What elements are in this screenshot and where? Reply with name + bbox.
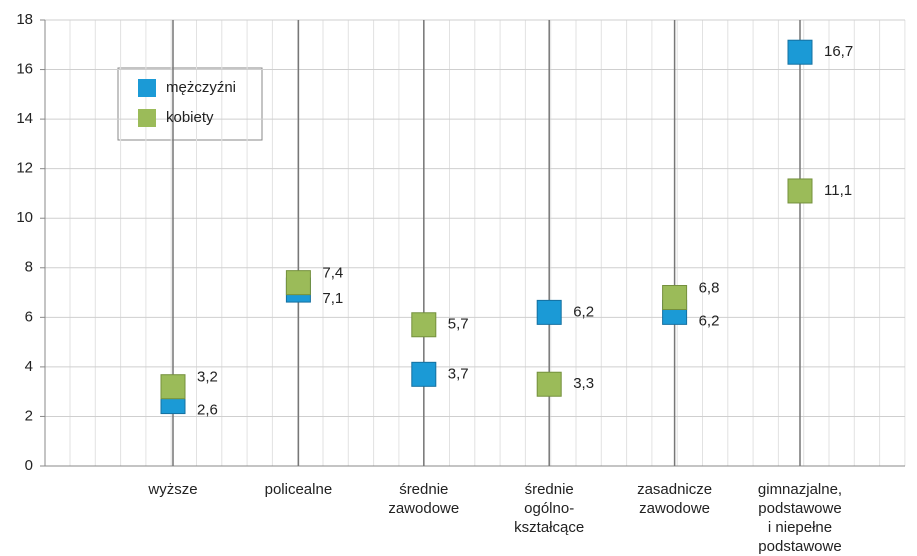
dot xyxy=(411,312,437,338)
y-tick-label: 6 xyxy=(25,308,33,325)
x-tick-label: policealne xyxy=(264,481,333,498)
legend-label: mężczyźni xyxy=(166,79,236,96)
data-label: 5,7 xyxy=(448,316,469,333)
y-tick-label: 8 xyxy=(25,259,33,276)
legend-swatch xyxy=(138,109,156,127)
y-tick-label: 2 xyxy=(25,407,33,424)
x-tick-label: zasadnicze zawodowe xyxy=(637,481,713,517)
data-label: 7,1 xyxy=(322,290,343,307)
legend-swatch xyxy=(138,79,156,97)
dot xyxy=(787,39,813,65)
dot xyxy=(787,178,813,204)
data-label: 6,8 xyxy=(699,279,720,296)
x-tick-label: średnie zawodowe xyxy=(388,481,460,517)
data-label: 3,7 xyxy=(448,365,469,382)
data-label: 11,1 xyxy=(824,182,852,199)
y-tick-label: 16 xyxy=(16,61,33,78)
data-label: 7,4 xyxy=(322,265,343,282)
dot xyxy=(536,299,562,325)
data-label: 16,7 xyxy=(824,43,853,60)
data-label: 2,6 xyxy=(197,402,218,419)
x-tick-label: wyższe xyxy=(148,481,198,498)
y-tick-label: 4 xyxy=(25,358,33,375)
x-tick-label: średnie ogólno- kształcące xyxy=(514,481,585,536)
y-tick-label: 18 xyxy=(16,11,33,28)
y-tick-label: 0 xyxy=(25,457,33,474)
dot xyxy=(160,374,186,400)
dot xyxy=(411,361,437,387)
data-label: 6,2 xyxy=(573,303,594,320)
dot xyxy=(536,371,562,397)
legend-label: kobiety xyxy=(166,109,214,126)
data-label: 3,3 xyxy=(573,375,594,392)
data-label: 6,2 xyxy=(699,312,720,329)
x-tick-label: gimnazjalne, podstawowe i niepełne podst… xyxy=(757,481,843,555)
dot xyxy=(662,285,688,311)
y-tick-label: 12 xyxy=(16,160,33,177)
y-tick-label: 14 xyxy=(16,110,33,127)
data-label: 3,2 xyxy=(197,369,218,386)
y-tick-label: 10 xyxy=(16,209,33,226)
dot xyxy=(285,270,311,296)
